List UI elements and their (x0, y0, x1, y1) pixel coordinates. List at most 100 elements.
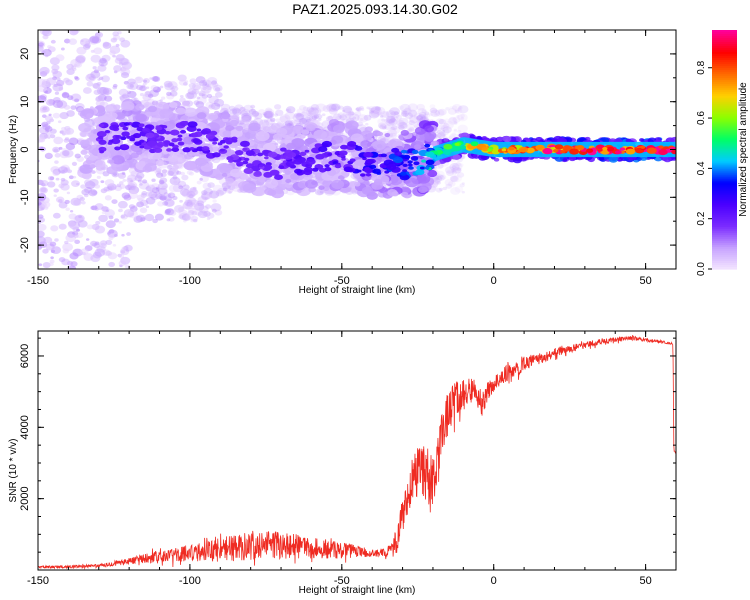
colorbar-segment (712, 155, 737, 159)
colorbar-segment (712, 41, 737, 45)
noise-mark (119, 95, 125, 100)
noise-mark (183, 219, 187, 223)
noise-mark (437, 164, 444, 169)
noise-mark (451, 174, 462, 183)
ridge-mark (120, 136, 127, 141)
ridge-mark (419, 166, 425, 170)
noise-mark (398, 125, 405, 131)
noise-mark (123, 194, 132, 201)
noise-mark (421, 115, 428, 121)
ridge-mark (535, 144, 545, 151)
noise-mark (201, 190, 208, 196)
noise-mark (385, 115, 396, 124)
noise-mark (374, 110, 378, 114)
noise-mark (342, 111, 353, 120)
noise-mark (456, 115, 464, 120)
noise-mark (185, 196, 196, 205)
ridge-mark (586, 148, 594, 153)
noise-mark (161, 96, 166, 100)
noise-mark (56, 79, 65, 87)
ridge-mark (280, 147, 287, 152)
noise-mark (228, 188, 234, 192)
noise-mark (47, 45, 52, 49)
ridge-mark (303, 169, 313, 176)
noise-mark (155, 170, 162, 176)
noise-mark (38, 42, 44, 47)
band-mark (265, 179, 279, 189)
band-mark (360, 140, 372, 148)
band-mark (229, 119, 239, 127)
ridge-mark (452, 145, 462, 152)
noise-mark (137, 197, 144, 202)
noise-mark (266, 118, 273, 123)
noise-mark (49, 134, 56, 139)
snr-series-group (38, 335, 676, 570)
noise-mark (286, 108, 292, 113)
noise-mark (263, 110, 275, 119)
band-mark (476, 135, 482, 140)
noise-mark (381, 118, 386, 122)
noise-mark (319, 190, 324, 194)
noise-mark (107, 229, 118, 238)
ridge-mark (161, 125, 168, 129)
noise-mark (122, 246, 129, 251)
noise-mark (145, 186, 152, 192)
noise-mark (440, 125, 449, 132)
noise-mark (322, 104, 332, 113)
noise-mark (292, 113, 304, 122)
ridge-mark (123, 122, 130, 126)
noise-mark (117, 30, 122, 35)
colorbar-segment (712, 259, 737, 262)
noise-mark (457, 107, 462, 112)
noise-mark (265, 107, 273, 113)
ridge-mark (640, 145, 646, 149)
noise-mark (112, 34, 121, 41)
band-mark (225, 177, 234, 184)
noise-mark (127, 81, 139, 90)
noise-mark (158, 182, 168, 190)
colorbar-segment (712, 257, 737, 260)
noise-mark (179, 199, 183, 203)
noise-mark (208, 104, 216, 110)
colorbar-segment (712, 185, 737, 188)
plot-frame (37, 330, 677, 571)
noise-mark (58, 146, 63, 150)
noise-mark (196, 96, 207, 105)
ridge-mark (415, 169, 425, 176)
noise-mark (445, 183, 453, 189)
noise-mark (122, 178, 127, 182)
noise-mark (39, 105, 49, 113)
noise-mark (369, 107, 376, 112)
ridge-mark (173, 147, 179, 152)
noise-mark (38, 137, 46, 143)
noise-mark (198, 92, 204, 97)
ridge-mark (392, 156, 404, 164)
noise-mark (95, 97, 102, 102)
noise-mark (179, 188, 190, 196)
noise-mark (169, 210, 177, 216)
ridge-mark (205, 133, 215, 140)
y-tick-label: 0 (19, 146, 31, 152)
noise-mark (441, 130, 446, 133)
noise-mark (113, 218, 120, 223)
noise-mark (279, 114, 291, 123)
noise-mark (167, 170, 174, 176)
colorbar-segment (712, 43, 737, 47)
noise-mark (355, 106, 362, 112)
band-mark (185, 162, 197, 171)
colorbar-segment (712, 111, 737, 115)
ridge-mark (132, 132, 142, 139)
noise-mark (115, 54, 125, 62)
noise-mark (290, 119, 298, 126)
noise-mark (67, 265, 77, 269)
noise-mark (131, 177, 136, 181)
noise-mark (168, 184, 179, 193)
noise-mark (202, 81, 208, 86)
noise-mark (202, 86, 207, 91)
noise-mark (311, 118, 317, 122)
noise-mark (121, 192, 131, 199)
noise-mark (47, 181, 56, 188)
noise-mark (384, 124, 392, 130)
noise-mark (216, 103, 221, 107)
